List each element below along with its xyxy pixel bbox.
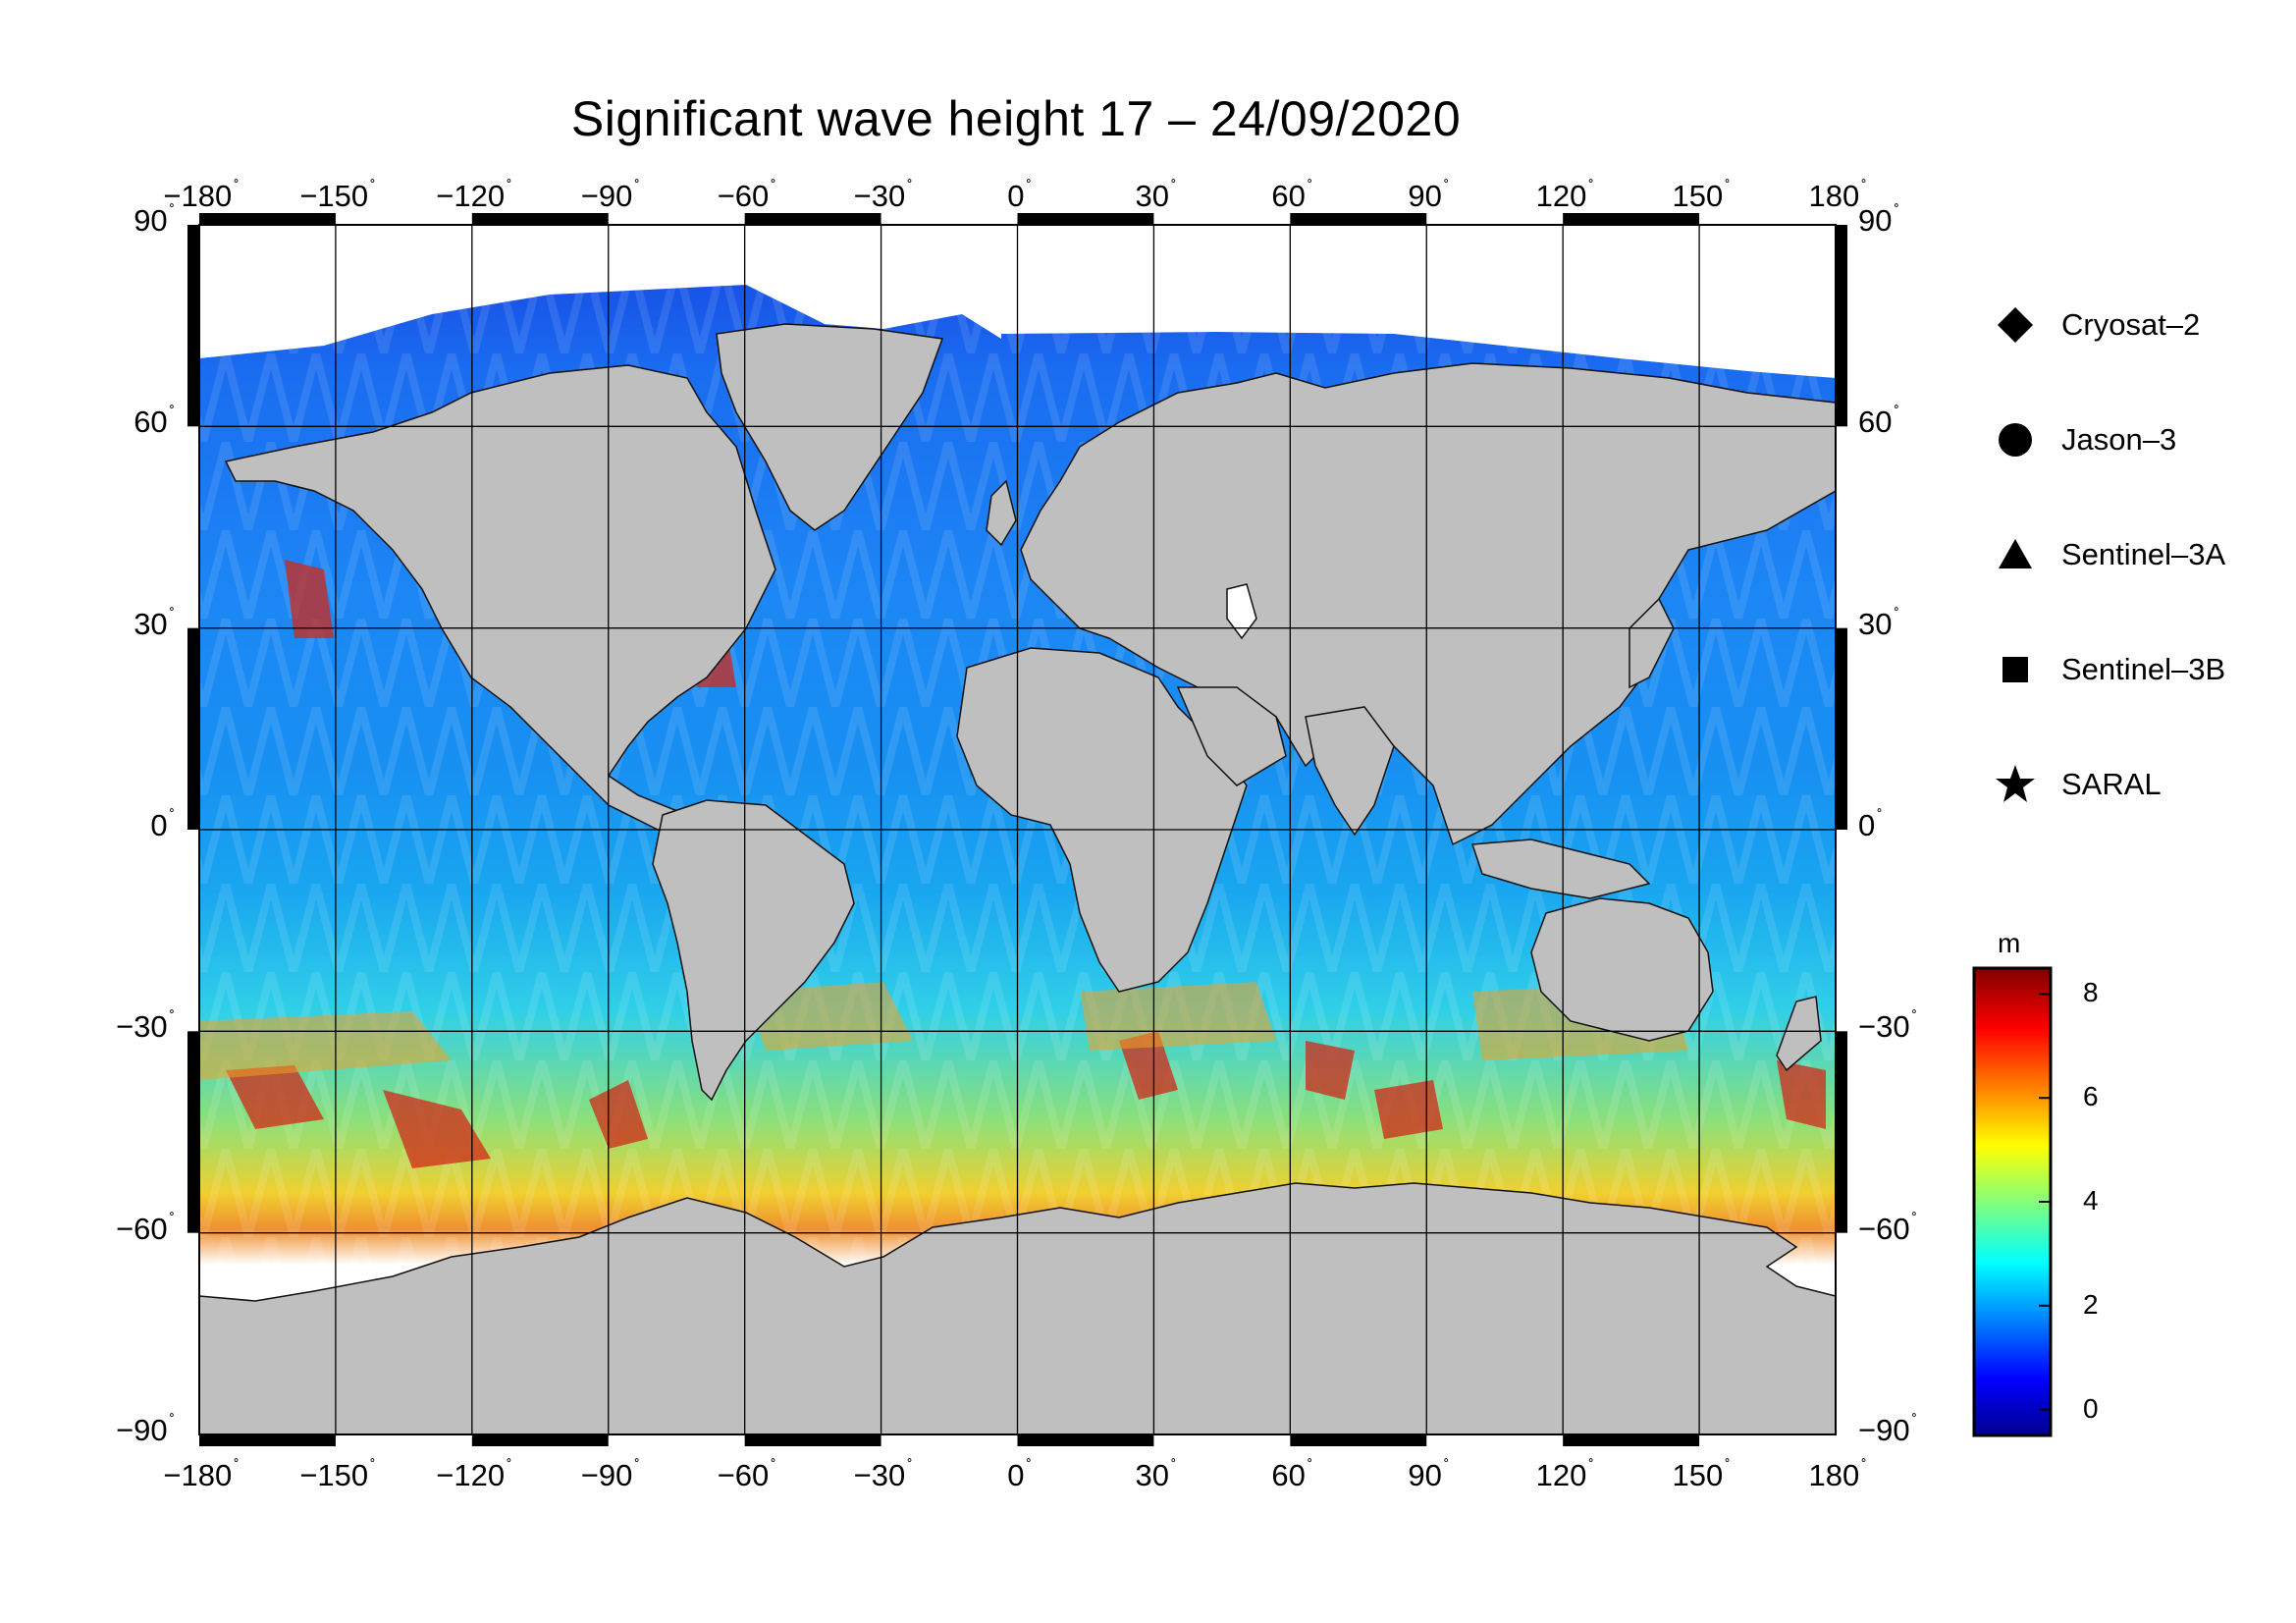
lat-tick-label-left: 0 ˚: [150, 808, 175, 842]
lon-tick-label-top: −30 ˚: [853, 179, 913, 213]
top-frame-bar: [1017, 213, 1154, 225]
colorbar-tick-label: 4: [2083, 1185, 2099, 1216]
lon-tick-label-top: 150 ˚: [1672, 179, 1731, 213]
lon-tick-label-top: 90 ˚: [1408, 179, 1450, 213]
colorbar-ticks: [2039, 993, 2051, 1411]
bottom-frame-bar: [1290, 1434, 1427, 1446]
figure-title: Significant wave height 17 – 24/09/2020: [570, 91, 1462, 146]
lat-tick-label-left: −90 ˚: [116, 1413, 175, 1447]
lon-tick-label-bottom: 90 ˚: [1408, 1458, 1450, 1492]
star-icon: [1993, 762, 2038, 807]
lon-tick-label-bottom: 30 ˚: [1135, 1458, 1177, 1492]
maritime-southeast-asia: [1470, 839, 1651, 899]
lon-tick-label-bottom: −120 ˚: [436, 1458, 512, 1492]
lon-tick-label-top: −60 ˚: [717, 179, 776, 213]
legend-item-sentinel-3a: Sentinel–3A: [1993, 530, 2225, 579]
graticule: [199, 225, 1836, 1434]
lon-tick-label-top: 60 ˚: [1271, 179, 1313, 213]
south-america: [652, 799, 855, 1102]
india: [1305, 706, 1395, 837]
lon-tick-label-top: −90 ˚: [580, 179, 640, 213]
lat-tick-label-left: 60 ˚: [133, 405, 175, 440]
top-frame-bar: [1290, 213, 1427, 225]
legend-item-saral: SARAL: [1993, 760, 2162, 809]
triangle-icon: [1993, 532, 2038, 577]
japan: [1629, 597, 1675, 689]
legend-item-cryosat: Cryosat–2: [1993, 300, 2200, 350]
lat-tick-label-right: −90 ˚: [1858, 1413, 1917, 1447]
frame-checker-bars: [187, 213, 1847, 1446]
lon-tick-label-top: 120 ˚: [1535, 179, 1594, 213]
lat-tick-label-right: −60 ˚: [1858, 1211, 1917, 1246]
lon-tick-label-top: −180 ˚: [163, 179, 240, 213]
lon-tick-label-bottom: −90 ˚: [580, 1458, 640, 1492]
top-frame-bar: [1563, 213, 1700, 225]
lon-tick-label-bottom: 150 ˚: [1672, 1458, 1731, 1492]
north-america: [224, 364, 776, 865]
high-wave-patches: [226, 560, 1826, 1168]
legend-item-sentinel-3b: Sentinel–3B: [1993, 645, 2225, 694]
top-frame-bar: [199, 213, 336, 225]
lat-tick-label-left: −60 ˚: [116, 1211, 175, 1246]
bottom-frame-bar: [744, 1434, 881, 1446]
arabian-peninsula: [1176, 686, 1287, 786]
lat-tick-label-left: 30 ˚: [133, 606, 175, 641]
lat-tick-label-right: 60 ˚: [1858, 405, 1899, 440]
right-frame-bar: [1836, 225, 1847, 427]
lat-tick-label-right: 0 ˚: [1858, 808, 1883, 842]
lon-tick-label-top: −120 ˚: [436, 179, 512, 213]
lon-tick-label-bottom: −180 ˚: [163, 1458, 240, 1492]
colorbar: [1972, 966, 2053, 1437]
bottom-frame-bar: [1017, 1434, 1154, 1446]
colorbar-gradient: [1972, 966, 2053, 1437]
lon-tick-label-bottom: 120 ˚: [1535, 1458, 1594, 1492]
colorbar-tick-label: 6: [2083, 1081, 2099, 1112]
lon-tick-label-bottom: 180 ˚: [1808, 1458, 1867, 1492]
right-frame-bar: [1836, 1031, 1847, 1233]
left-frame-bar: [187, 627, 199, 830]
colorbar-tick-label: 0: [2083, 1392, 2099, 1424]
top-frame-bar: [471, 213, 609, 225]
square-icon: [1993, 647, 2038, 692]
left-frame-bar: [187, 1031, 199, 1233]
left-frame-bar: [187, 225, 199, 427]
new-zealand: [1776, 996, 1822, 1072]
colorbar-tick-label: 8: [2083, 977, 2099, 1008]
colorbar-tick-label: 2: [2083, 1288, 2099, 1320]
right-frame-bar: [1836, 627, 1847, 830]
lon-tick-label-top: 0 ˚: [1007, 179, 1032, 213]
lon-tick-label-bottom: −30 ˚: [853, 1458, 913, 1492]
lon-tick-label-top: 30 ˚: [1135, 179, 1177, 213]
lon-tick-label-bottom: 60 ˚: [1271, 1458, 1313, 1492]
top-frame-bar: [744, 213, 881, 225]
great-britain: [986, 479, 1017, 547]
diamond-icon: [1993, 302, 2038, 348]
lon-tick-label-bottom: −150 ˚: [299, 1458, 376, 1492]
legend-item-jason: Jason–3: [1993, 415, 2176, 464]
lat-tick-label-right: 30 ˚: [1858, 606, 1899, 641]
lat-tick-label-left: −30 ˚: [116, 1009, 175, 1045]
lat-tick-label-right: −30 ˚: [1858, 1009, 1917, 1045]
greenland: [716, 323, 944, 531]
bottom-frame-bar: [1563, 1434, 1700, 1446]
colorbar-unit: m: [1998, 928, 2021, 958]
lon-tick-label-top: −150 ˚: [299, 179, 376, 213]
bottom-frame-bar: [471, 1434, 609, 1446]
circle-icon: [1993, 417, 2038, 462]
lat-tick-label-right: 90 ˚: [1858, 203, 1899, 238]
lon-tick-label-bottom: −60 ˚: [717, 1458, 776, 1492]
lat-tick-label-left: 90 ˚: [133, 203, 175, 238]
lon-tick-label-bottom: 0 ˚: [1007, 1458, 1032, 1492]
bottom-frame-bar: [199, 1434, 336, 1446]
lon-tick-label-top: 180 ˚: [1808, 179, 1867, 213]
